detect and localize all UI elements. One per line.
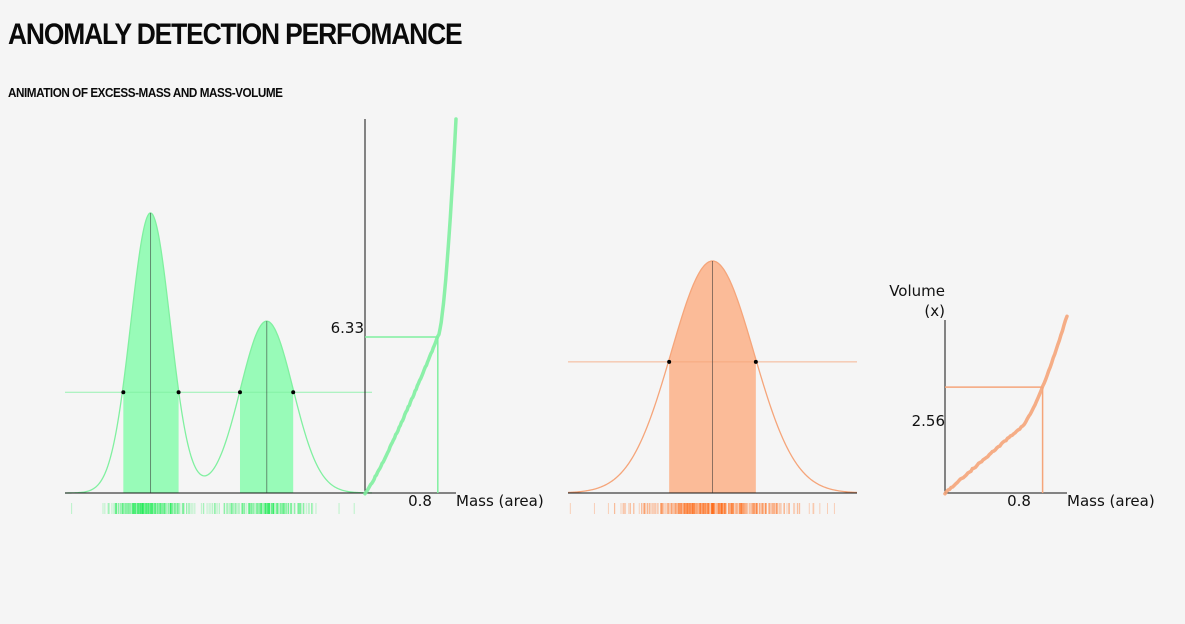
right-marked-y-tick: 2.56	[912, 412, 945, 430]
mass-curve-chart-left: Mass (area) 0.8 6.33	[331, 117, 544, 510]
left-crossing-point-1	[121, 390, 126, 395]
mass-curve-chart-right: Volume (x) Mass (area) 0.8 2.56	[889, 282, 1154, 510]
left-marked-y-tick: 6.33	[331, 319, 364, 337]
left-mass-volume-curve	[363, 117, 458, 496]
right-crossing-point-1	[667, 359, 672, 364]
left-crossing-point-3	[237, 390, 242, 395]
gaussian-density-chart	[567, 260, 858, 514]
right-crossing-point-2	[753, 359, 758, 364]
right-mass-volume-curve	[943, 314, 1069, 496]
bimodal-density-chart	[64, 212, 373, 514]
page-subtitle: ANIMATION OF EXCESS-MASS AND MASS-VOLUME	[8, 85, 283, 100]
left-marked-x-tick: 0.8	[408, 492, 432, 510]
right-x-axis-label: Mass (area)	[1067, 492, 1155, 510]
left-density-curve	[64, 212, 373, 494]
left-x-axis-label: Mass (area)	[456, 492, 544, 510]
right-y-axis-label-line2: (x)	[924, 302, 945, 320]
left-crossing-point-2	[176, 390, 181, 395]
right-marked-x-tick: 0.8	[1007, 492, 1031, 510]
page-title: ANOMALY DETECTION PERFOMANCE	[8, 18, 463, 51]
right-y-axis-label-line1: Volume	[889, 282, 945, 300]
left-crossing-point-4	[291, 390, 296, 395]
